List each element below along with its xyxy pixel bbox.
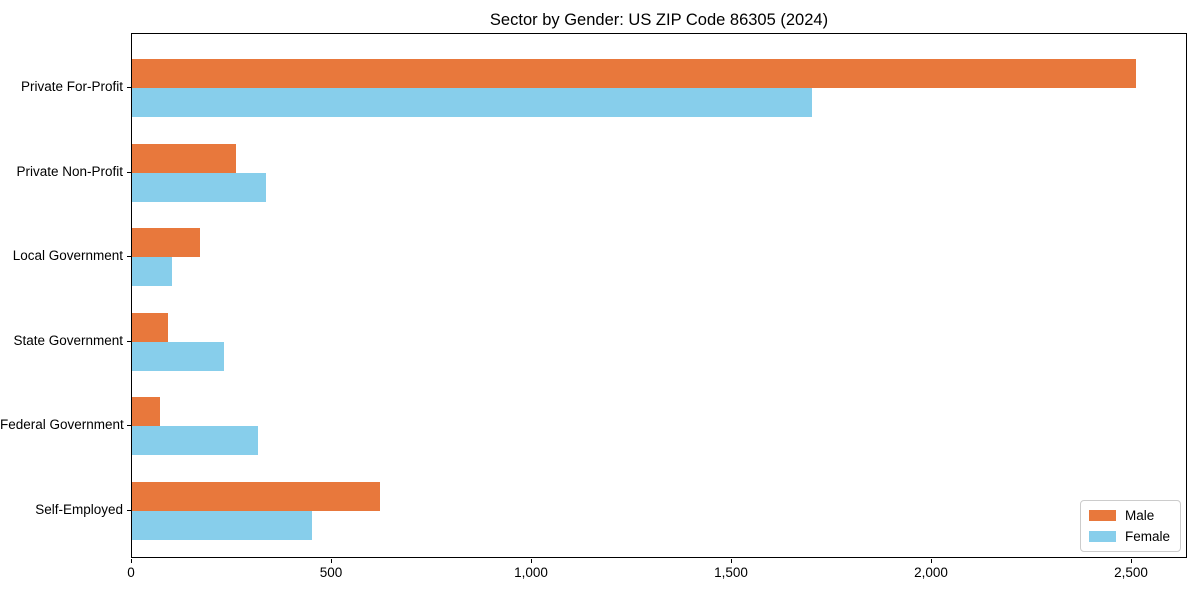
xtick-label: 500 bbox=[319, 565, 343, 580]
xtick-mark bbox=[931, 559, 932, 563]
female-series-swatch bbox=[1088, 531, 1116, 542]
xtick-label: 2,500 bbox=[1114, 565, 1148, 580]
ytick-mark bbox=[127, 171, 131, 173]
xtick-label: 1,000 bbox=[514, 565, 548, 580]
xtick-label: 0 bbox=[127, 565, 135, 580]
bar-male-3 bbox=[132, 312, 168, 342]
bar-female-5 bbox=[132, 510, 312, 540]
xtick-label: 2,000 bbox=[914, 565, 948, 580]
ytick-label: Self-Employed bbox=[35, 501, 123, 517]
bar-female-1 bbox=[132, 172, 266, 202]
legend-item-male: Male bbox=[1088, 508, 1170, 523]
ytick-label: Federal Government bbox=[0, 417, 124, 432]
bar-male-1 bbox=[132, 143, 236, 173]
xtick-label: 1,500 bbox=[714, 565, 748, 580]
ytick-label: State Government bbox=[13, 332, 123, 348]
legend: Male Female bbox=[1079, 500, 1181, 552]
ytick-mark bbox=[127, 87, 131, 88]
bar-male-5 bbox=[132, 481, 380, 511]
xtick-mark bbox=[531, 559, 532, 563]
ytick-mark bbox=[127, 425, 131, 426]
bar-female-0 bbox=[132, 88, 812, 117]
legend-label-female: Female bbox=[1124, 529, 1170, 544]
plot-area: Male Female bbox=[131, 33, 1187, 558]
xtick-mark bbox=[731, 559, 732, 563]
male-series-swatch bbox=[1088, 510, 1116, 521]
bar-female-2 bbox=[132, 257, 172, 286]
xtick-mark bbox=[131, 559, 132, 563]
bar-female-3 bbox=[132, 341, 224, 371]
legend-item-female: Female bbox=[1088, 529, 1170, 544]
bar-male-0 bbox=[132, 59, 1136, 88]
bar-male-4 bbox=[132, 397, 160, 426]
xtick-mark bbox=[1131, 559, 1132, 563]
ytick-mark bbox=[127, 509, 131, 511]
ytick-label: Private For-Profit bbox=[20, 79, 123, 94]
chart-title: Sector by Gender: US ZIP Code 86305 (202… bbox=[489, 11, 829, 29]
legend-label-male: Male bbox=[1124, 508, 1155, 523]
bar-female-4 bbox=[132, 426, 258, 455]
ytick-mark bbox=[127, 340, 131, 342]
ytick-label: Local Government bbox=[12, 248, 123, 263]
ytick-mark bbox=[127, 256, 131, 257]
ytick-label: Private Non-Profit bbox=[16, 163, 123, 179]
bar-male-2 bbox=[132, 228, 200, 257]
xtick-mark bbox=[331, 559, 332, 563]
